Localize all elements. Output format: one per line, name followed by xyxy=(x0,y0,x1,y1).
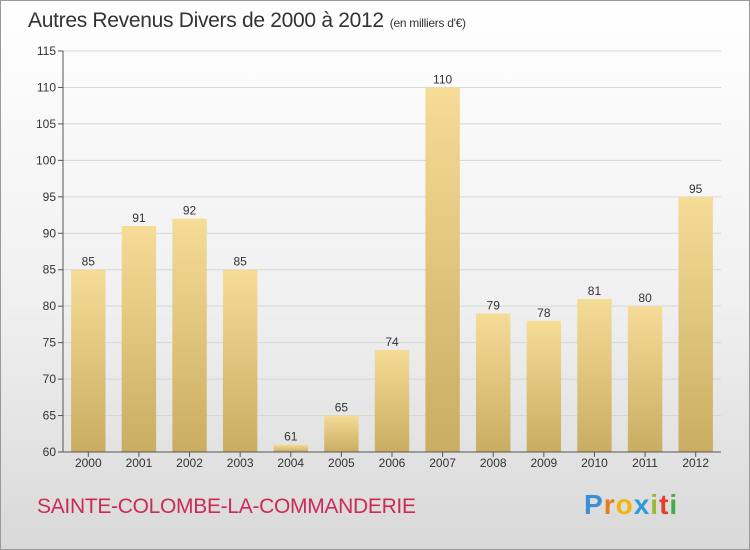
x-tick-label: 2011 xyxy=(632,456,658,470)
bars xyxy=(71,87,713,453)
data-label-2011: 80 xyxy=(638,291,652,305)
data-label-2000: 85 xyxy=(82,255,96,269)
y-tick-label: 75 xyxy=(43,336,57,350)
x-tick-label: 2002 xyxy=(176,456,203,470)
y-tick-label: 115 xyxy=(37,44,56,58)
y-tick-label: 65 xyxy=(43,409,57,423)
bar-2001 xyxy=(121,225,157,452)
location-name: SAINTE-COLOMBE-LA-COMMANDERIE xyxy=(37,495,416,518)
bar-2011 xyxy=(627,306,663,452)
bar-2008 xyxy=(476,313,511,452)
y-tick-label: 110 xyxy=(37,80,56,94)
x-tick-label: 2004 xyxy=(277,456,304,470)
bar-2000 xyxy=(71,269,106,452)
x-tick-label: 2003 xyxy=(227,456,254,470)
data-label-2002: 92 xyxy=(183,204,197,218)
x-tick-label: 2009 xyxy=(530,456,557,470)
y-tick-label: 95 xyxy=(43,190,57,204)
data-label-2010: 81 xyxy=(588,284,602,298)
bar-2009 xyxy=(526,320,562,452)
bar-2005 xyxy=(324,415,359,452)
y-tick-label: 90 xyxy=(43,226,57,240)
data-label-2008: 79 xyxy=(487,298,501,312)
proxiti-logo[interactable]: Proxiti xyxy=(584,489,679,520)
x-tick-label: 2010 xyxy=(581,456,608,470)
y-tick-label: 80 xyxy=(43,299,57,313)
bar-2004 xyxy=(273,444,308,452)
x-tick-label: 2012 xyxy=(682,456,709,470)
data-label-2006: 74 xyxy=(385,335,399,349)
x-tick-labels: 2000 2001 2002 2003 2004 2005 2006 2007 2008 2009… xyxy=(75,452,709,470)
data-label-2005: 65 xyxy=(335,401,349,415)
x-tick-label: 2007 xyxy=(429,456,456,470)
y-tick-label: 60 xyxy=(43,445,57,459)
bar-2010 xyxy=(577,298,612,452)
data-label-2012: 95 xyxy=(689,182,703,196)
x-tick-label: 2005 xyxy=(328,456,355,470)
chart-title-text: Autres Revenus Divers de 2000 à 2012 xyxy=(28,9,384,32)
bar-2002 xyxy=(172,218,207,452)
data-label-2003: 85 xyxy=(233,255,247,269)
x-tick-label: 2000 xyxy=(75,456,102,470)
y-tick-labels: 60 65 70 75 80 85 90 95 100 105 110 115 xyxy=(36,44,63,459)
x-tick-label: 2006 xyxy=(379,456,406,470)
data-labels: 85 91 92 85 61 65 74 110 79 78 81 80 95 xyxy=(82,72,703,443)
y-tick-label: 100 xyxy=(36,153,56,167)
y-tick-label: 105 xyxy=(36,117,56,131)
data-label-2007: 110 xyxy=(433,72,452,86)
x-tick-label: 2001 xyxy=(126,456,153,470)
bar-2012 xyxy=(678,196,713,452)
chart-subtitle: (en milliers d'€) xyxy=(389,16,466,30)
bar-2007 xyxy=(425,87,460,453)
data-label-2004: 61 xyxy=(284,430,298,444)
x-tick-label: 2008 xyxy=(480,456,507,470)
y-tick-label: 70 xyxy=(43,372,57,386)
chart-title: Autres Revenus Divers de 2000 à 2012 (en … xyxy=(28,9,466,33)
y-tick-label: 85 xyxy=(43,263,57,277)
bar-2006 xyxy=(374,349,410,452)
bar-2003 xyxy=(222,269,258,452)
data-label-2001: 91 xyxy=(132,211,146,225)
data-label-2009: 78 xyxy=(537,306,551,320)
